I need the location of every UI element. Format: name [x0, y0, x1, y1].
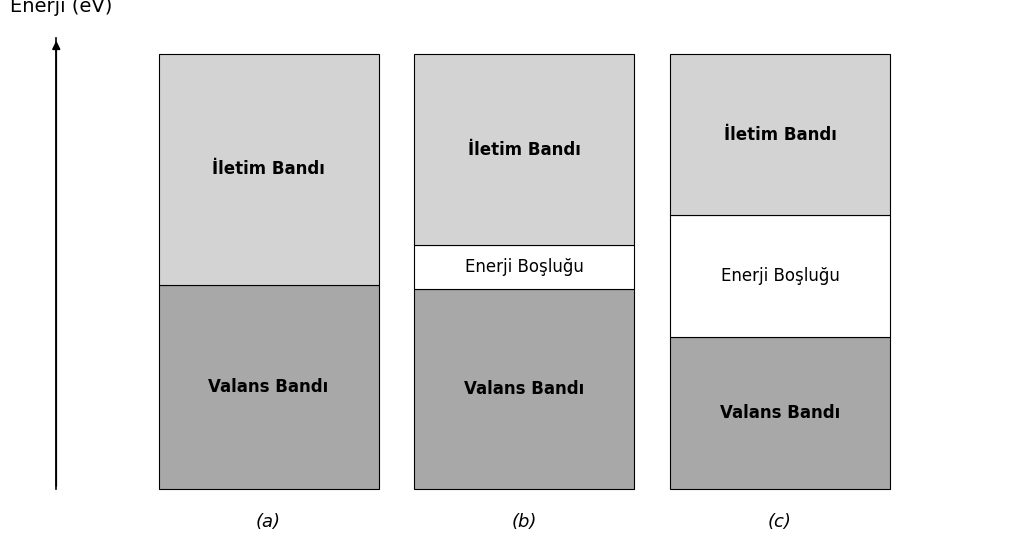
Bar — [670, 215, 890, 337]
Text: Enerji Boşluğu: Enerji Boşluğu — [720, 267, 840, 285]
Text: (c): (c) — [768, 513, 792, 531]
Bar — [670, 337, 890, 489]
Text: Valans Bandı: Valans Bandı — [209, 377, 328, 396]
Text: Enerji (eV): Enerji (eV) — [10, 0, 113, 16]
Text: İletim Bandı: İletim Bandı — [468, 141, 581, 159]
Text: İletim Bandı: İletim Bandı — [723, 125, 837, 144]
Bar — [670, 54, 890, 215]
Text: Enerji Boşluğu: Enerji Boşluğu — [464, 258, 584, 276]
Text: (a): (a) — [256, 513, 281, 531]
Bar — [414, 289, 634, 489]
Text: Valans Bandı: Valans Bandı — [464, 380, 584, 398]
Bar — [414, 54, 634, 245]
Bar — [414, 245, 634, 289]
Bar — [159, 54, 379, 285]
Text: Valans Bandı: Valans Bandı — [720, 403, 840, 422]
Bar — [159, 285, 379, 489]
Text: İletim Bandı: İletim Bandı — [212, 160, 325, 179]
Text: (b): (b) — [512, 513, 537, 531]
